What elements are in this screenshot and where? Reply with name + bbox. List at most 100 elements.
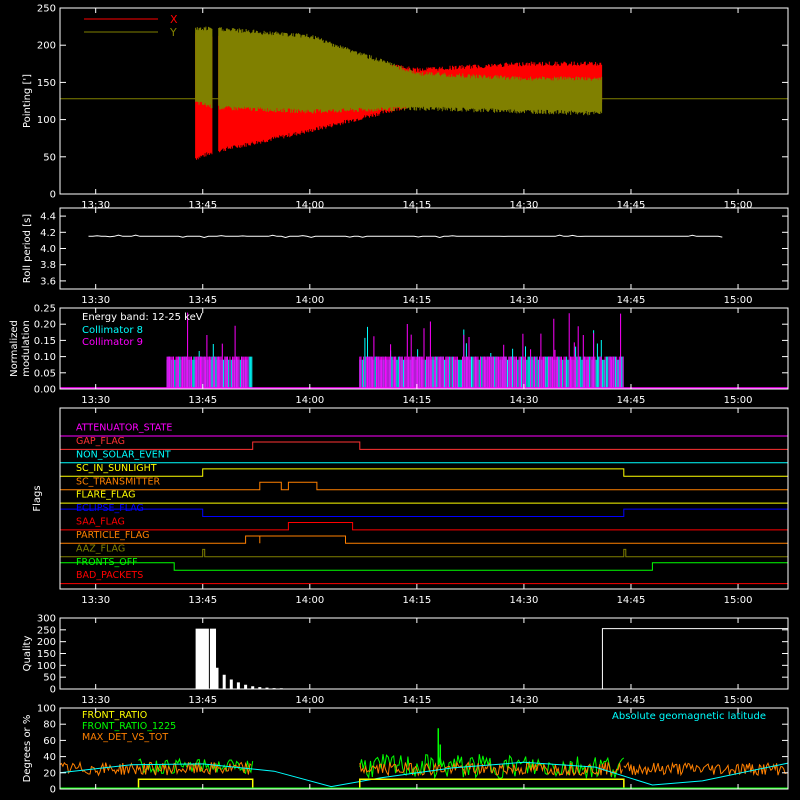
legend-label-collimator-8: Collimator 8 <box>82 325 143 336</box>
y-tick-label: 0.15 <box>34 336 56 347</box>
x-tick-label: 13:45 <box>188 695 217 706</box>
front-ratio-1225-line <box>359 754 625 780</box>
collimator-9-bars <box>359 313 624 389</box>
flag-line-aaz-flag <box>60 548 788 558</box>
x-tick-label: 14:15 <box>402 595 431 606</box>
max-det-vs-tot-line <box>623 761 787 777</box>
y-tick-label: 250 <box>37 625 56 636</box>
x-tick-label: 13:45 <box>188 200 217 211</box>
roll-period-line <box>88 234 723 239</box>
y-tick-label: 60 <box>43 736 56 747</box>
x-tick-label: 15:00 <box>724 200 753 211</box>
y-tick-label: 3.6 <box>40 276 56 287</box>
y-tick-label: 200 <box>37 637 56 648</box>
y-tick-label: 0 <box>50 785 56 796</box>
flag-line-fronts-off <box>59 562 789 571</box>
flag-line-particle-flag <box>60 535 788 544</box>
x-tick-label: 14:15 <box>402 695 431 706</box>
quality-decay-bars <box>215 667 297 689</box>
y-tick-label: 20 <box>43 768 56 779</box>
y-tick-label: 200 <box>37 41 56 52</box>
flag-line-eclipse-flag <box>59 508 789 517</box>
y-tick-label: 0.10 <box>34 352 56 363</box>
y-tick-label: 100 <box>37 704 56 715</box>
x-tick-label: 14:00 <box>295 295 324 306</box>
flag-line-saa-flag <box>60 522 788 531</box>
x-tick-label: 14:15 <box>402 295 431 306</box>
y-tick-label: 0.00 <box>34 385 56 396</box>
y-axis-label: Flags <box>32 485 43 511</box>
y-tick-label: 3.8 <box>40 260 56 271</box>
legend-label-x: X <box>170 13 178 26</box>
x-tick-label: 14:45 <box>617 200 646 211</box>
y-tick-label: 50 <box>43 152 56 163</box>
y-tick-label: 40 <box>43 752 56 763</box>
y-tick-label: 0.20 <box>34 320 56 331</box>
x-tick-label: 14:00 <box>295 595 324 606</box>
y-tick-label: 0.25 <box>34 304 56 315</box>
quality-block <box>209 628 217 689</box>
panel-4-frame <box>59 407 789 590</box>
x-tick-label: 13:30 <box>81 295 110 306</box>
x-tick-label: 14:15 <box>402 200 431 211</box>
x-tick-label: 14:45 <box>617 395 646 406</box>
legend-label-collimator-9: Collimator 9 <box>82 337 143 348</box>
y-axis-label: Degrees or % <box>22 715 33 783</box>
x-tick-label: 15:00 <box>724 295 753 306</box>
legend-label-geomagnetic-latitude: Absolute geomagnetic latitude <box>612 711 766 722</box>
y-axis-label: Normalized <box>9 320 20 377</box>
x-tick-label: 15:00 <box>724 595 753 606</box>
flag-label-bad-packets: BAD_PACKETS <box>76 570 143 581</box>
flag-label-non-solar-event: NON_SOLAR_EVENT <box>76 449 171 460</box>
flag-line-sc-transmitter <box>60 481 788 491</box>
quality-block <box>601 628 788 689</box>
x-tick-label: 14:30 <box>510 595 539 606</box>
y-tick-label: 250 <box>37 4 56 15</box>
y-tick-label: 300 <box>37 614 56 625</box>
x-tick-label: 14:30 <box>510 395 539 406</box>
flag-label-eclipse-flag: ECLIPSE_FLAG <box>76 503 144 514</box>
flag-label-sc-in-sunlight: SC_IN_SUNLIGHT <box>76 463 157 474</box>
front-ratio-1225-line <box>138 757 254 776</box>
y-tick-label: 80 <box>43 720 56 731</box>
y-axis-label: Roll period [s] <box>22 214 33 283</box>
x-tick-label: 14:30 <box>510 200 539 211</box>
front-ratio-1225-spike <box>437 728 442 765</box>
flag-label-flare-flag: FLARE_FLAG <box>76 490 136 501</box>
x-tick-label: 14:00 <box>295 695 324 706</box>
y-tick-label: 100 <box>37 115 56 126</box>
panel-3-frame <box>59 307 789 390</box>
flag-label-fronts-off: FRONTS_OFF <box>76 557 138 568</box>
x-tick-label: 15:00 <box>724 695 753 706</box>
flag-label-attenuator-state: ATTENUATOR_STATE <box>76 423 172 434</box>
x-tick-label: 14:30 <box>510 295 539 306</box>
y-tick-label: 4.2 <box>40 228 56 239</box>
x-tick-label: 14:45 <box>617 595 646 606</box>
x-tick-label: 14:00 <box>295 395 324 406</box>
front-ratio-line <box>359 778 625 789</box>
max-det-vs-tot-line <box>59 760 252 777</box>
x-tick-label: 14:15 <box>402 395 431 406</box>
x-tick-label: 15:00 <box>724 395 753 406</box>
flag-label-particle-flag: PARTICLE_FLAG <box>76 530 149 541</box>
x-tick-label: 13:30 <box>81 595 110 606</box>
y-tick-label: 0 <box>50 190 56 201</box>
panel-1-frame <box>59 7 789 195</box>
y-tick-label: 50 <box>43 673 56 684</box>
quality-block <box>195 628 209 689</box>
flag-line-gap-flag <box>60 441 788 450</box>
y-tick-label: 0.05 <box>34 368 56 379</box>
x-tick-label: 14:00 <box>295 200 324 211</box>
y-tick-label: 100 <box>37 661 56 672</box>
x-tick-label: 13:30 <box>81 695 110 706</box>
x-tick-label: 14:45 <box>617 295 646 306</box>
series-y-pointing <box>195 26 603 116</box>
legend-label-max-det-vs-tot: MAX_DET_VS_TOT <box>82 732 168 743</box>
front-ratio-line <box>137 778 254 789</box>
x-tick-label: 13:30 <box>81 200 110 211</box>
x-tick-label: 13:45 <box>188 295 217 306</box>
y-axis-label: modulation <box>21 320 32 377</box>
x-tick-label: 13:45 <box>188 395 217 406</box>
flag-label-saa-flag: SAA_FLAG <box>76 517 125 528</box>
panel-2-frame <box>59 207 789 290</box>
